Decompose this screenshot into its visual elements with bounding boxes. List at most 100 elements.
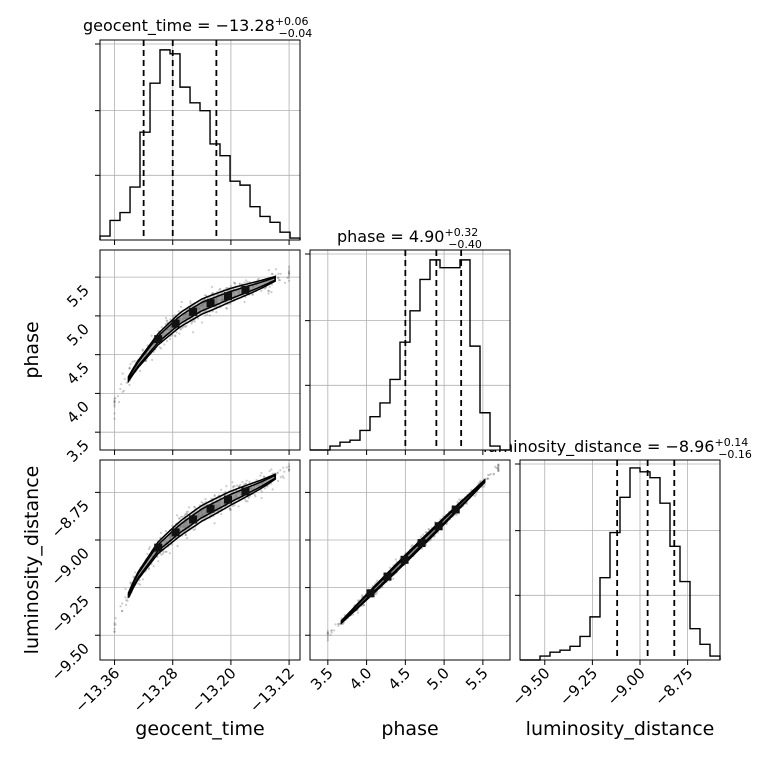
sample-point [333, 629, 336, 632]
sample-point [267, 289, 270, 292]
sample-point [251, 293, 254, 296]
sample-point [233, 485, 236, 488]
sample-point [428, 528, 431, 531]
panel-frame [309, 249, 511, 451]
sample-point [229, 508, 232, 511]
sample-point [287, 462, 290, 466]
sample-point [150, 358, 154, 362]
sample-point [162, 552, 165, 555]
sample-point [181, 326, 184, 329]
x-tick-label: 5.5 [462, 664, 492, 694]
sample-point [475, 493, 478, 496]
sample-point [113, 399, 116, 403]
sample-point [497, 463, 500, 466]
sample-point [179, 305, 183, 308]
sample-point [124, 603, 128, 607]
sample-point [388, 566, 392, 569]
sample-point [255, 478, 258, 482]
sample-point [375, 592, 378, 596]
sample-point [116, 394, 120, 398]
sample-point [277, 278, 281, 282]
sample-point [138, 369, 142, 373]
sample-point [160, 553, 163, 556]
sample-point [260, 490, 264, 493]
sample-point [276, 471, 280, 474]
sample-point [360, 594, 364, 597]
sample-point [206, 313, 209, 316]
density-cell [154, 543, 163, 552]
sample-point [219, 287, 222, 290]
title-luminosity-distance: luminosity_distance = −8.96+0.14 −0.16 [483, 436, 752, 461]
sample-point [121, 390, 124, 393]
y-tick-label: 5.0 [63, 320, 93, 350]
density-cell [417, 539, 426, 548]
sample-point [287, 272, 291, 275]
sample-point [285, 466, 288, 469]
sample-point [164, 529, 167, 533]
sample-point [410, 545, 413, 548]
sample-point [126, 599, 129, 602]
sample-point [203, 516, 207, 519]
sample-point [129, 363, 132, 366]
sample-point [373, 593, 377, 596]
histogram-step [99, 49, 301, 240]
sample-point [246, 500, 249, 503]
y-tick-label: −9.00 [48, 544, 93, 589]
sample-point [326, 632, 329, 635]
sample-point [286, 276, 289, 279]
sample-point [282, 476, 285, 480]
sample-point [470, 488, 473, 492]
sample-point [492, 472, 496, 475]
sample-point [326, 637, 329, 640]
sample-point [113, 417, 116, 420]
sample-point [257, 277, 260, 280]
sample-point [422, 533, 425, 536]
sample-point [478, 480, 481, 484]
sample-point [263, 475, 266, 478]
sample-point [487, 477, 490, 480]
sample-point [113, 400, 116, 404]
y-tick-label: −9.50 [48, 639, 93, 684]
sample-point [113, 397, 116, 400]
x-tick-label: −13.28 [130, 664, 182, 716]
sample-point [213, 522, 216, 525]
sample-point [162, 550, 165, 553]
sample-point [121, 602, 124, 605]
sample-point [337, 622, 340, 625]
sample-point [337, 623, 340, 626]
sample-point [211, 292, 214, 295]
sample-point [263, 487, 267, 490]
sample-point [228, 302, 231, 305]
ylabel-luminosity-distance: luminosity_distance [21, 466, 43, 655]
sample-point [147, 547, 151, 551]
sample-point [241, 480, 244, 484]
sample-point [271, 488, 274, 491]
density-cell [400, 555, 409, 564]
histogram-geocent-time [95, 39, 301, 245]
sample-point [238, 283, 242, 286]
sample-point [253, 493, 256, 496]
sample-point [497, 469, 500, 472]
sample-point [326, 631, 329, 635]
sample-point [330, 628, 334, 632]
histogram-luminosity-distance: −9.50 −9.25 −9.00 −8.75 [508, 459, 721, 709]
density-cell [189, 515, 198, 524]
sample-point [146, 552, 149, 556]
density-cell [224, 292, 232, 301]
sample-point [165, 550, 168, 553]
sample-point [163, 343, 166, 346]
sample-point [274, 268, 277, 271]
sample-point [220, 512, 223, 516]
sample-point [113, 623, 116, 627]
panel-background [310, 460, 510, 660]
sample-point [121, 372, 124, 375]
sample-point [130, 581, 133, 584]
sample-point [248, 480, 251, 483]
panel-background [310, 250, 510, 450]
density-cell [171, 528, 180, 537]
sample-point [279, 469, 282, 472]
sample-point [419, 535, 423, 538]
sample-point [260, 289, 263, 292]
sample-point [287, 468, 291, 471]
sample-point [138, 583, 142, 586]
